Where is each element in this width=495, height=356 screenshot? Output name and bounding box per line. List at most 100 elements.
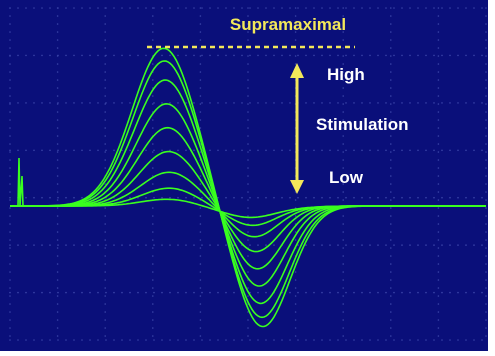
grid-dot bbox=[289, 7, 291, 9]
grid-dot bbox=[153, 102, 155, 104]
grid-dot bbox=[137, 149, 139, 152]
grid-dot bbox=[485, 295, 487, 297]
supramaximal-label: Supramaximal bbox=[230, 15, 346, 34]
grid-dot bbox=[465, 196, 467, 199]
grid-dot bbox=[313, 244, 315, 246]
grid-dot bbox=[249, 149, 251, 152]
grid-dot bbox=[152, 319, 154, 321]
grid-dot bbox=[390, 319, 392, 321]
grid-dot bbox=[313, 54, 315, 57]
grid-dot bbox=[56, 303, 59, 305]
grid-dot bbox=[437, 23, 440, 25]
grid-dot bbox=[342, 23, 345, 25]
grid-dot bbox=[65, 244, 67, 246]
grid-dot bbox=[409, 291, 411, 294]
grid-dot bbox=[199, 31, 202, 33]
grid-dot bbox=[342, 7, 345, 9]
grid-dot bbox=[342, 79, 345, 81]
grid-dot bbox=[56, 119, 59, 121]
grid-dot bbox=[25, 339, 27, 341]
grid-dot bbox=[342, 111, 345, 113]
grid-dot bbox=[342, 119, 345, 121]
grid-dot bbox=[473, 196, 475, 199]
grid-dot bbox=[56, 239, 59, 241]
grid-dot bbox=[377, 102, 379, 104]
grid-dot bbox=[353, 291, 355, 294]
grid-dot bbox=[289, 102, 291, 104]
grid-dot bbox=[185, 102, 187, 104]
grid-dot bbox=[49, 7, 51, 9]
grid-dot bbox=[247, 207, 249, 209]
grid-dot bbox=[485, 271, 487, 273]
grid-dot bbox=[129, 7, 131, 9]
high-label: High bbox=[327, 65, 365, 84]
grid-dot bbox=[185, 196, 187, 199]
grid-dot bbox=[152, 327, 154, 329]
grid-dot bbox=[152, 183, 154, 185]
grid-dot bbox=[249, 102, 251, 104]
grid-dot bbox=[113, 7, 115, 9]
grid-dot bbox=[185, 291, 187, 294]
grid-dot bbox=[393, 149, 395, 152]
grid-dot bbox=[9, 39, 11, 41]
grid-dot bbox=[129, 291, 131, 294]
grid-dot bbox=[247, 31, 249, 33]
grid-dot bbox=[25, 7, 27, 9]
grid-dot bbox=[342, 87, 345, 89]
grid-dot bbox=[104, 111, 106, 113]
grid-dot bbox=[247, 175, 249, 177]
grid-dot bbox=[81, 7, 83, 9]
grid-dot bbox=[437, 159, 440, 161]
grid-dot bbox=[257, 149, 259, 152]
grid-dot bbox=[225, 54, 227, 57]
grid-dot bbox=[199, 23, 202, 25]
grid-dot bbox=[409, 339, 411, 341]
grid-dot bbox=[361, 54, 363, 57]
grid-dot bbox=[481, 7, 483, 9]
grid-dot bbox=[289, 196, 291, 199]
grid-dot bbox=[129, 54, 131, 57]
grid-dot bbox=[153, 149, 155, 152]
grid-dot bbox=[409, 102, 411, 104]
grid-dot bbox=[73, 244, 75, 246]
grid-dot bbox=[247, 23, 249, 25]
grid-dot bbox=[369, 7, 371, 9]
grid-dot bbox=[199, 239, 202, 241]
grid-dot bbox=[441, 244, 443, 246]
grid-dot bbox=[169, 339, 171, 341]
grid-dot bbox=[393, 196, 395, 199]
grid-dot bbox=[81, 102, 83, 104]
grid-dot bbox=[393, 54, 395, 57]
grid-dot bbox=[289, 291, 291, 294]
grid-dot bbox=[342, 191, 345, 193]
grid-dot bbox=[56, 111, 59, 113]
grid-dot bbox=[377, 339, 379, 341]
grid-dot bbox=[129, 196, 131, 199]
grid-dot bbox=[152, 255, 154, 257]
grid-dot bbox=[345, 291, 347, 294]
grid-dot bbox=[409, 7, 411, 9]
grid-dot bbox=[437, 287, 440, 289]
grid-dot bbox=[449, 244, 451, 246]
grid-dot bbox=[321, 54, 323, 57]
grid-dot bbox=[390, 7, 392, 9]
grid-dot bbox=[25, 102, 27, 104]
grid-dot bbox=[247, 151, 249, 153]
grid-dot bbox=[247, 335, 249, 337]
grid-dot bbox=[56, 207, 59, 209]
grid-dot bbox=[129, 149, 131, 152]
grid-dot bbox=[104, 223, 106, 225]
grid-dot bbox=[342, 151, 345, 153]
grid-dot bbox=[449, 54, 451, 57]
grid-dot bbox=[161, 244, 163, 246]
stimulus-artifact bbox=[16, 157, 26, 207]
grid-dot bbox=[337, 102, 339, 104]
grid-dot bbox=[199, 15, 202, 17]
grid-dot bbox=[169, 291, 171, 294]
stimulation-arrow-icon bbox=[290, 63, 304, 194]
grid-dot bbox=[104, 151, 106, 153]
grid-dot bbox=[56, 287, 59, 289]
grid-dot bbox=[485, 15, 487, 17]
grid-dot bbox=[152, 207, 154, 209]
grid-dot bbox=[81, 244, 83, 246]
